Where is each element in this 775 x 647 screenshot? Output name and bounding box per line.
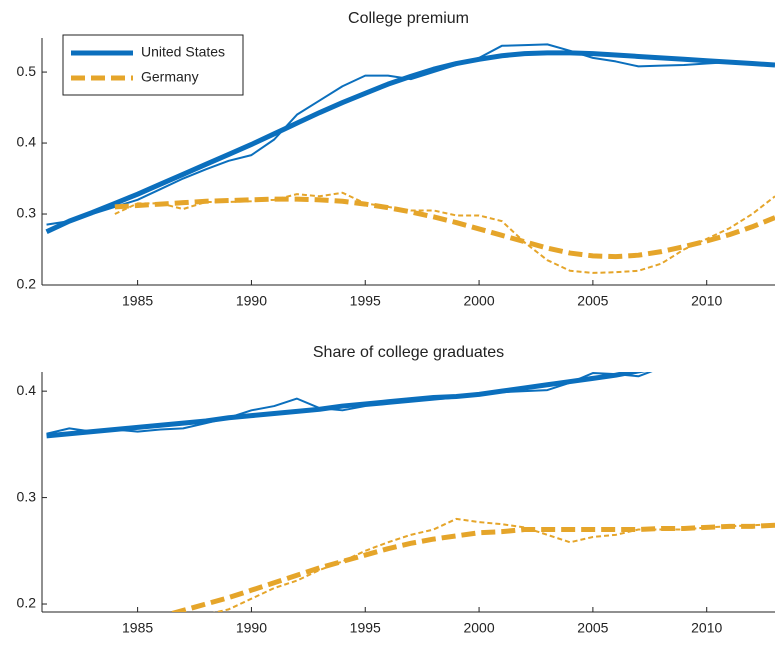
y-tick-label: 0.2 bbox=[17, 595, 37, 611]
x-tick-label: 1995 bbox=[350, 620, 381, 636]
series-line bbox=[114, 196, 775, 260]
x-tick-label: 2000 bbox=[463, 620, 494, 636]
x-tick-label: 1990 bbox=[236, 620, 267, 636]
x-tick-label: 2000 bbox=[463, 293, 494, 309]
series-line bbox=[46, 372, 647, 439]
x-tick-label: 2005 bbox=[577, 620, 608, 636]
series-line bbox=[114, 191, 775, 274]
series-line bbox=[46, 43, 775, 226]
legend-label: Germany bbox=[141, 69, 199, 85]
y-tick-label: 0.2 bbox=[17, 276, 37, 292]
x-tick-label: 2010 bbox=[691, 620, 722, 636]
chart-title: Share of college graduates bbox=[313, 344, 504, 361]
x-tick-label: 1985 bbox=[122, 293, 153, 309]
series-line bbox=[45, 50, 775, 235]
plot-area bbox=[46, 372, 775, 612]
chart-title: College premium bbox=[348, 10, 469, 27]
legend-label: United States bbox=[141, 44, 225, 60]
series-line bbox=[168, 522, 775, 612]
y-tick-label: 0.3 bbox=[17, 205, 37, 221]
x-tick-label: 1990 bbox=[236, 293, 267, 309]
x-tick-label: 1985 bbox=[122, 620, 153, 636]
plot-area bbox=[45, 43, 775, 274]
y-tick-label: 0.4 bbox=[17, 382, 37, 398]
legend-box bbox=[62, 34, 244, 96]
x-tick-label: 2010 bbox=[691, 293, 722, 309]
x-tick-label: 2005 bbox=[577, 293, 608, 309]
y-tick-label: 0.3 bbox=[17, 488, 37, 504]
x-tick-label: 1995 bbox=[350, 293, 381, 309]
y-tick-label: 0.4 bbox=[17, 134, 37, 150]
series-line bbox=[212, 517, 775, 612]
y-tick-label: 0.5 bbox=[17, 63, 37, 79]
